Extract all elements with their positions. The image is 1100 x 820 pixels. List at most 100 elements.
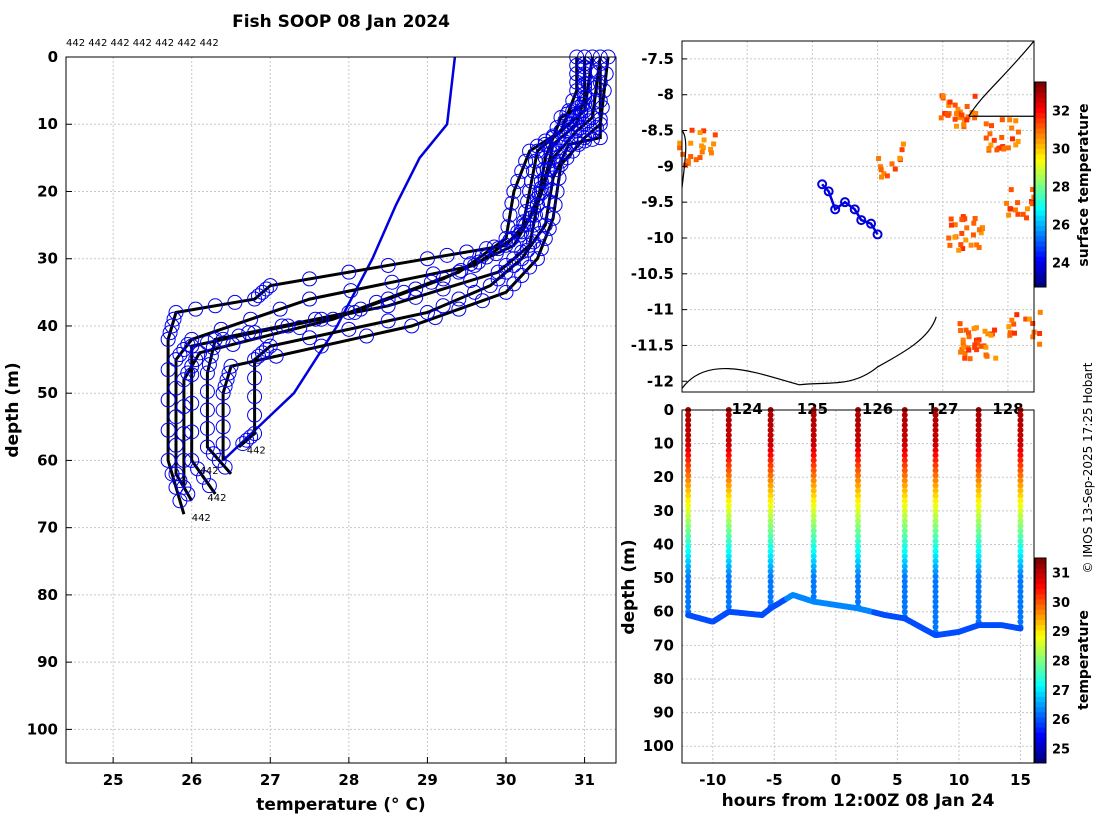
observation-marker (302, 271, 318, 287)
y-tick-label: 20 (37, 182, 58, 200)
cast-sample (901, 432, 908, 439)
sst-pixel (974, 347, 980, 353)
observation-marker (176, 372, 192, 388)
colorbar-swatch (1035, 117, 1046, 124)
cast-sample (855, 437, 861, 444)
colorbar-swatch (1035, 158, 1046, 165)
coastline (968, 40, 1035, 117)
colorbar-swatch (1035, 722, 1046, 728)
observation-marker (419, 251, 435, 267)
colorbar-swatch (1035, 670, 1046, 677)
sst-pixel (957, 321, 963, 327)
x-tick-label: 10 (948, 771, 969, 789)
sst-pixel (989, 123, 995, 129)
cast-sample (932, 573, 939, 580)
sst-pixel (986, 145, 992, 151)
cast-sample (725, 588, 732, 595)
colorbar-swatch (1035, 696, 1046, 702)
cast-sample (685, 568, 692, 575)
cast-sample (1017, 487, 1024, 494)
cast-sample (975, 603, 982, 610)
cast-sample (975, 558, 982, 565)
observation-marker (325, 311, 341, 327)
cast-sample (1017, 462, 1024, 469)
colorbar-swatch (1035, 732, 1046, 738)
observation-marker (488, 246, 504, 262)
cast-sample (975, 573, 982, 580)
cast-sample (685, 487, 692, 494)
cast-sample (975, 608, 982, 615)
observation-marker (396, 284, 412, 300)
colorbar-swatch (1035, 563, 1046, 569)
cast-sample (685, 412, 692, 419)
colorbar-tick-label: 28 (1052, 655, 1070, 670)
cast-sample (855, 558, 861, 565)
cast-sample (725, 497, 732, 504)
sst-pixel (1004, 200, 1010, 206)
cast-sample (725, 573, 732, 580)
y-tick-label: 50 (37, 384, 58, 402)
observation-marker (215, 436, 231, 452)
colorbar-swatch (1035, 169, 1046, 175)
track-station (872, 229, 883, 240)
sst-pixel (966, 330, 972, 336)
cast-sample (1017, 573, 1024, 580)
observation-marker (510, 173, 526, 189)
cast-sample (810, 512, 817, 519)
observation-marker (172, 347, 188, 363)
map-colorbar-label: surface temperature (1076, 103, 1092, 266)
colorbar-tick-label: 26 (1052, 713, 1070, 728)
sst-pixel (1015, 211, 1021, 217)
observation-marker (529, 251, 545, 267)
cast-sample (725, 432, 732, 439)
colorbar-swatch (1035, 634, 1046, 641)
cast-sample (855, 462, 861, 469)
y-tick-label: 30 (37, 250, 58, 268)
sst-pixel (685, 158, 691, 164)
cast-sample (725, 492, 732, 499)
sst-pixel (879, 174, 885, 180)
sst-pixel (976, 227, 982, 233)
profile-ylabel: depth (m) (3, 362, 23, 457)
cast-sample (767, 522, 774, 529)
cast-sample (975, 457, 982, 464)
observation-marker (251, 288, 266, 304)
sst-pixel (960, 337, 966, 343)
sst-pixel (1008, 206, 1014, 212)
cast-sample (1017, 502, 1024, 509)
cast-sample (810, 447, 817, 454)
cast-sample (810, 472, 817, 479)
cast-sample (725, 522, 732, 529)
cast-sample (685, 432, 692, 439)
cast-sample (901, 482, 908, 489)
cast-sample (855, 467, 861, 474)
sst-pixel (889, 161, 895, 167)
observation-marker (201, 478, 217, 494)
profile-id-label: 442 (200, 466, 219, 477)
cast-sample (685, 583, 692, 590)
colorbar-swatch (1035, 660, 1046, 667)
sst-pixel (1030, 320, 1036, 326)
sst-pixel (1037, 341, 1043, 347)
cast-sample (725, 558, 732, 565)
sst-pixel (978, 343, 984, 349)
cast-sample (932, 543, 939, 550)
cast-sample (725, 447, 732, 454)
cast-sample (685, 442, 692, 449)
observation-marker (526, 163, 541, 179)
cast-sample (975, 613, 982, 620)
sst-pixel (1029, 201, 1035, 207)
chart-title: Fish SOOP 08 Jan 2024 (232, 12, 450, 32)
cast-sample (810, 412, 817, 419)
sst-pixel (677, 140, 683, 146)
cast-sample (725, 452, 732, 459)
cast-sample (725, 412, 732, 419)
observation-marker (247, 325, 263, 341)
cast-sample (975, 517, 982, 524)
cast-sample (1017, 543, 1024, 550)
observation-marker (235, 436, 251, 452)
cast-sample (767, 533, 774, 540)
observation-marker (215, 331, 231, 347)
sst-pixel (960, 246, 966, 252)
